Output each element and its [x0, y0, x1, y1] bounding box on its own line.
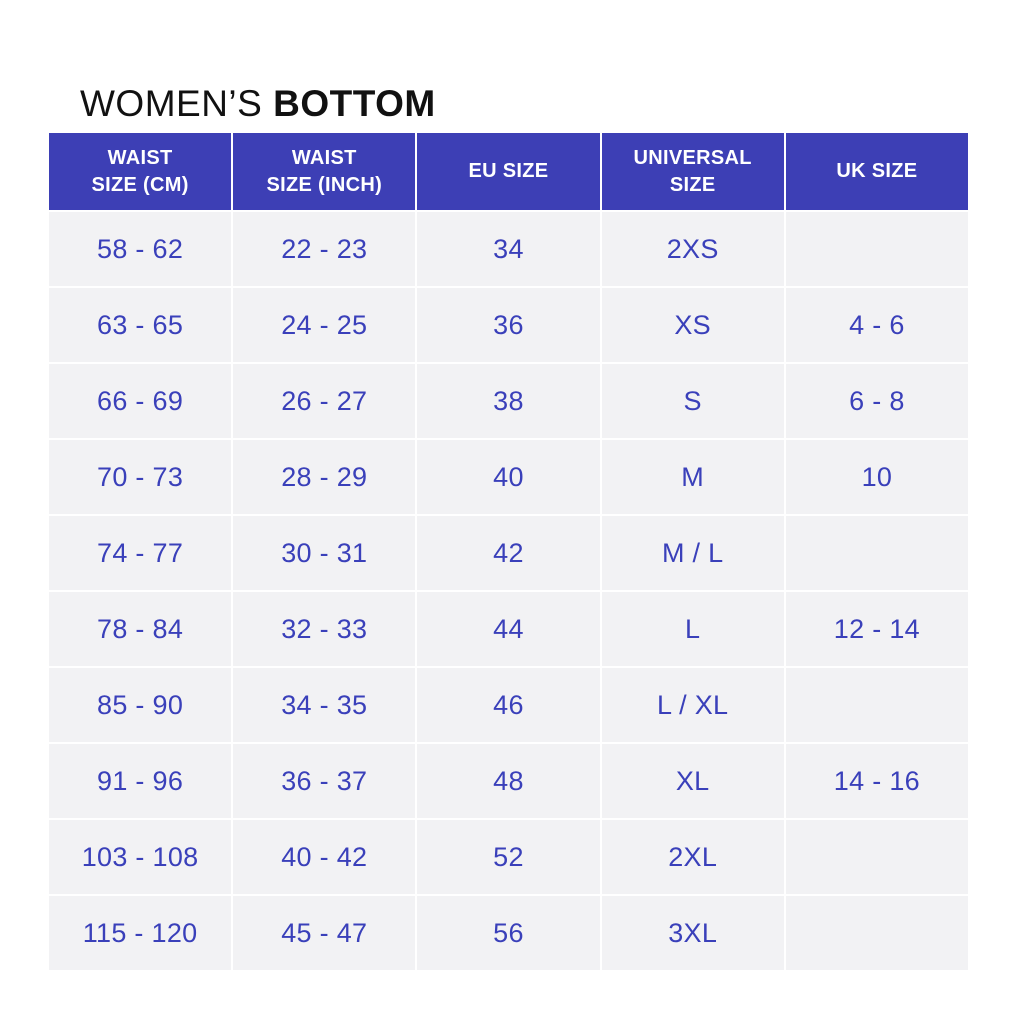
- table-cell: XL: [601, 744, 784, 818]
- table-cell: [785, 212, 968, 286]
- table-cell: [785, 820, 968, 894]
- table-cell: [785, 896, 968, 970]
- table-cell: L / XL: [601, 668, 784, 742]
- column-header: UNIVERSAL SIZE: [601, 133, 784, 210]
- table-cell: 10: [785, 440, 968, 514]
- table-cell: 48: [417, 744, 600, 818]
- page-title-regular: WOMEN’S: [80, 82, 274, 124]
- table-cell: 36 - 37: [233, 744, 416, 818]
- table-cell: 32 - 33: [233, 592, 416, 666]
- table-cell: 2XL: [601, 820, 784, 894]
- table-cell: 26 - 27: [233, 364, 416, 438]
- table-cell: 12 - 14: [785, 592, 968, 666]
- table-cell: 40 - 42: [233, 820, 416, 894]
- table-cell: 34: [417, 212, 600, 286]
- table-cell: 14 - 16: [785, 744, 968, 818]
- table-cell: XS: [601, 288, 784, 362]
- table-cell: M / L: [601, 516, 784, 590]
- table-cell: 103 - 108: [49, 820, 232, 894]
- table-cell: 56: [417, 896, 600, 970]
- table-cell: 28 - 29: [233, 440, 416, 514]
- table-cell: 36: [417, 288, 600, 362]
- table-cell: 66 - 69: [49, 364, 232, 438]
- column-header: WAIST SIZE (INCH): [233, 133, 416, 210]
- table-cell: 42: [417, 516, 600, 590]
- table-cell: 40: [417, 440, 600, 514]
- table-cell: S: [601, 364, 784, 438]
- table-cell: 46: [417, 668, 600, 742]
- table-cell: 38: [417, 364, 600, 438]
- table-cell: 115 - 120: [49, 896, 232, 970]
- table-cell: 3XL: [601, 896, 784, 970]
- table-cell: 70 - 73: [49, 440, 232, 514]
- table-cell: 4 - 6: [785, 288, 968, 362]
- table-cell: M: [601, 440, 784, 514]
- table-cell: 45 - 47: [233, 896, 416, 970]
- table-cell: 34 - 35: [233, 668, 416, 742]
- table-cell: 91 - 96: [49, 744, 232, 818]
- table-cell: L: [601, 592, 784, 666]
- table-cell: 52: [417, 820, 600, 894]
- table-cell: 85 - 90: [49, 668, 232, 742]
- table-cell: 6 - 8: [785, 364, 968, 438]
- table-cell: 2XS: [601, 212, 784, 286]
- table-cell: 30 - 31: [233, 516, 416, 590]
- table-cell: 58 - 62: [49, 212, 232, 286]
- table-cell: [785, 516, 968, 590]
- table-cell: 78 - 84: [49, 592, 232, 666]
- table-cell: 24 - 25: [233, 288, 416, 362]
- page-title-bold: BOTTOM: [273, 82, 436, 124]
- column-header: EU SIZE: [417, 133, 600, 210]
- size-table: WAIST SIZE (CM) WAIST SIZE (INCH) EU SIZE U…: [49, 133, 968, 970]
- table-cell: 63 - 65: [49, 288, 232, 362]
- page-title: WOMEN’S BOTTOM: [80, 82, 436, 126]
- table-cell: [785, 668, 968, 742]
- table-cell: 44: [417, 592, 600, 666]
- column-header: WAIST SIZE (CM): [49, 133, 232, 210]
- table-cell: 74 - 77: [49, 516, 232, 590]
- column-header: UK SIZE: [785, 133, 968, 210]
- table-cell: 22 - 23: [233, 212, 416, 286]
